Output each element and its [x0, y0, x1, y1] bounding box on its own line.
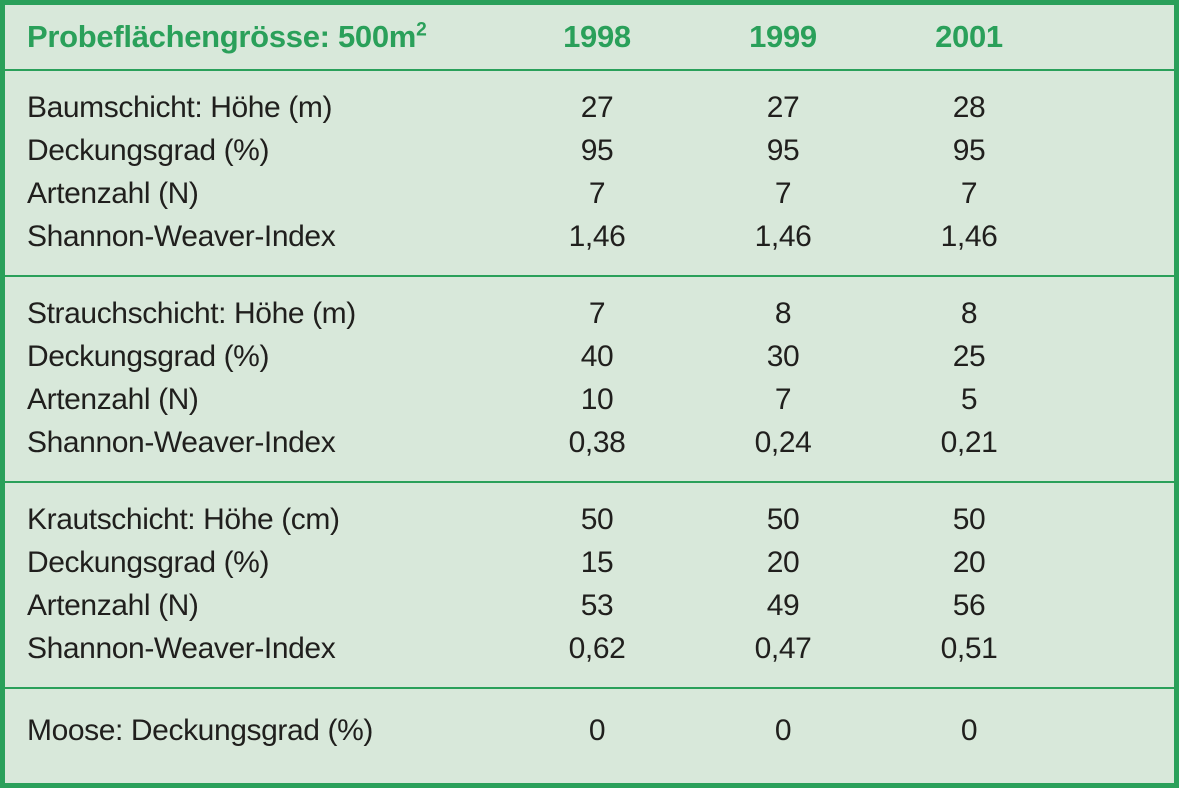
- cell-value: 0: [960, 714, 978, 747]
- table-row: Baumschicht: Höhe (m) 27 27 28: [27, 86, 1174, 129]
- cell-value: 49: [766, 589, 800, 622]
- table-row: Shannon-Weaver-Index 0,62 0,47 0,51: [27, 627, 1174, 670]
- cell-value: 7: [774, 177, 792, 210]
- cell-value: 10: [580, 383, 614, 416]
- cell-value: 0: [588, 714, 606, 747]
- cell-value: 50: [766, 503, 800, 536]
- row-label: Krautschicht: Höhe (cm): [27, 503, 340, 536]
- cell-value: 95: [952, 134, 986, 167]
- cell-value: 15: [580, 546, 614, 579]
- cell-value: 1,46: [568, 220, 626, 253]
- cell-value: 5: [960, 383, 978, 416]
- row-label: Strauchschicht: Höhe (m): [27, 297, 356, 330]
- table-row: Deckungsgrad (%) 15 20 20: [27, 541, 1174, 584]
- cell-value: 7: [588, 297, 606, 330]
- table-row: Artenzahl (N) 7 7 7: [27, 172, 1174, 215]
- table-row: Deckungsgrad (%) 40 30 25: [27, 335, 1174, 378]
- table-section-moose: Moose: Deckungsgrad (%) 0 0 0: [5, 687, 1174, 776]
- cell-value: 40: [580, 340, 614, 373]
- table-row: Shannon-Weaver-Index 0,38 0,24 0,21: [27, 421, 1174, 464]
- cell-value: 30: [766, 340, 800, 373]
- row-label: Artenzahl (N): [27, 589, 199, 622]
- cell-value: 8: [960, 297, 978, 330]
- column-header-1999: 1999: [749, 19, 817, 54]
- cell-value: 53: [580, 589, 614, 622]
- table-row: Shannon-Weaver-Index 1,46 1,46 1,46: [27, 215, 1174, 258]
- cell-value: 8: [774, 297, 792, 330]
- cell-value: 1,46: [754, 220, 812, 253]
- row-label: Shannon-Weaver-Index: [27, 220, 336, 253]
- cell-value: 0,38: [568, 426, 626, 459]
- cell-value: 1,46: [940, 220, 998, 253]
- row-label: Deckungsgrad (%): [27, 546, 270, 579]
- cell-value: 20: [952, 546, 986, 579]
- table-row: Artenzahl (N) 53 49 56: [27, 584, 1174, 627]
- table-section-krautschicht: Krautschicht: Höhe (cm) 50 50 50 Deckungsgra…: [5, 481, 1174, 687]
- cell-value: 0,21: [940, 426, 998, 459]
- cell-value: 95: [580, 134, 614, 167]
- table-title-text: Probeflächengrösse: 500m: [27, 19, 417, 54]
- cell-value: 56: [952, 589, 986, 622]
- cell-value: 7: [774, 383, 792, 416]
- cell-value: 0,47: [754, 632, 812, 665]
- table-row: Deckungsgrad (%) 95 95 95: [27, 129, 1174, 172]
- table-title: Probeflächengrösse: 500m2: [27, 19, 504, 55]
- cell-value: 0: [774, 714, 792, 747]
- cell-value: 0,24: [754, 426, 812, 459]
- cell-value: 95: [766, 134, 800, 167]
- cell-value: 7: [960, 177, 978, 210]
- row-label: Baumschicht: Höhe (m): [27, 91, 333, 124]
- cell-value: 20: [766, 546, 800, 579]
- cell-value: 27: [580, 91, 614, 124]
- cell-value: 50: [580, 503, 614, 536]
- column-header-1998: 1998: [563, 19, 631, 54]
- cell-value: 50: [952, 503, 986, 536]
- table-row: Krautschicht: Höhe (cm) 50 50 50: [27, 498, 1174, 541]
- row-label: Deckungsgrad (%): [27, 340, 270, 373]
- cell-value: 7: [588, 177, 606, 210]
- table-body: Baumschicht: Höhe (m) 27 27 28 Deckungsgrad …: [5, 69, 1174, 776]
- table-section-baumschicht: Baumschicht: Höhe (m) 27 27 28 Deckungsgrad …: [5, 69, 1174, 275]
- table-row: Artenzahl (N) 10 7 5: [27, 378, 1174, 421]
- row-label: Shannon-Weaver-Index: [27, 632, 336, 665]
- row-label: Shannon-Weaver-Index: [27, 426, 336, 459]
- table-row: Moose: Deckungsgrad (%) 0 0 0: [27, 709, 1174, 752]
- row-label: Artenzahl (N): [27, 383, 199, 416]
- row-label: Moose: Deckungsgrad (%): [27, 714, 373, 747]
- cell-value: 25: [952, 340, 986, 373]
- column-header-2001: 2001: [935, 19, 1003, 54]
- table-row: Strauchschicht: Höhe (m) 7 8 8: [27, 292, 1174, 335]
- cell-value: 0,62: [568, 632, 626, 665]
- cell-value: 28: [952, 91, 986, 124]
- row-label: Deckungsgrad (%): [27, 134, 270, 167]
- cell-value: 0,51: [940, 632, 998, 665]
- table-section-strauchschicht: Strauchschicht: Höhe (m) 7 8 8 Deckungsgrad …: [5, 275, 1174, 481]
- table-title-superscript: 2: [416, 19, 427, 41]
- cell-value: 27: [766, 91, 800, 124]
- row-label: Artenzahl (N): [27, 177, 199, 210]
- table-header: Probeflächengrösse: 500m2 1998 1999 2001: [5, 5, 1174, 69]
